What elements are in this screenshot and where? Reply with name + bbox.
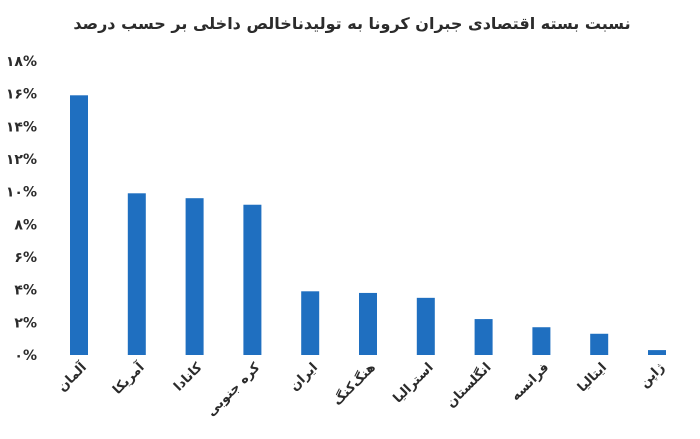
bar [590, 333, 609, 355]
y-tick-label: ۱۲% [6, 152, 37, 168]
y-tick-label: ۸% [14, 217, 37, 233]
y-tick-label: ۱۰% [6, 185, 37, 201]
x-tick-label: آلمان [54, 358, 90, 394]
bar [70, 95, 88, 356]
bar [185, 198, 204, 355]
x-tick-label: انگلستان [443, 360, 494, 411]
y-axis: ۰% ۲% ۴% ۶% ۸% ۱۰% ۱۲% ۱۴% ۱۶% ۱۸% [6, 54, 37, 364]
x-tick-label: آمریکا [109, 358, 148, 397]
x-tick-label: کره جنوبی [204, 360, 264, 420]
y-tick-label: ۶% [14, 250, 37, 266]
bar [301, 291, 320, 355]
bars [70, 95, 666, 356]
bar [243, 204, 262, 355]
bar [359, 292, 377, 355]
y-tick-label: ۱۴% [6, 119, 37, 135]
x-tick-label: استرالیا [391, 360, 437, 406]
x-tick-label: فرانسه [508, 360, 552, 404]
x-tick-label: هنگ‌کنگ [329, 360, 378, 409]
bar [127, 193, 146, 355]
y-tick-label: ۱۶% [6, 87, 37, 103]
x-tick-label: کانادا [171, 360, 205, 394]
chart-title: نسبت بسته اقتصادی جبران کرونا به تولیدنا… [73, 14, 630, 33]
y-tick-label: ۴% [14, 283, 37, 299]
bar [474, 319, 493, 355]
bar [648, 350, 666, 355]
bar [532, 327, 551, 355]
x-tick-label: ایتالیا [575, 360, 610, 395]
y-tick-label: ۲% [14, 315, 37, 331]
x-tick-label: ژاپن [637, 360, 668, 391]
y-tick-label: ۱۸% [6, 54, 37, 70]
y-tick-label: ۰% [14, 348, 37, 364]
bar [416, 297, 435, 355]
x-tick-label: ایران [287, 360, 321, 394]
